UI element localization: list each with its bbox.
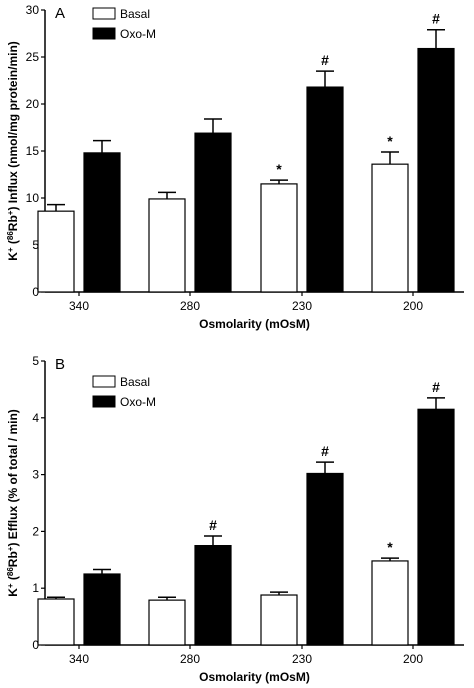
chart-panel-B: 0 1 2 3 4 5 340 280 #230 #200 * # Osmolarity (mOsM) K… xyxy=(6,354,464,684)
y-tick-label: 3 xyxy=(32,468,39,482)
y-tick-label: 0 xyxy=(32,638,39,652)
bar-oxo-m-230 xyxy=(306,86,344,293)
legend: Basal Oxo-M xyxy=(92,375,156,409)
significance-mark: * xyxy=(276,161,282,177)
significance-mark: # xyxy=(432,11,440,27)
significance-mark: # xyxy=(209,517,217,533)
y-axis-label-part: K xyxy=(6,252,20,261)
x-tick-label: 280 xyxy=(180,299,200,313)
y-axis-label-part: Rb xyxy=(6,551,20,567)
significance-mark: * xyxy=(387,133,393,149)
y-tick-label: 0 xyxy=(32,285,39,299)
significance-mark: # xyxy=(432,379,440,395)
y-axis-label-superscript: 86 xyxy=(6,231,15,240)
y-axis-label-part: ) Influx (nmol/mg protein/min) xyxy=(6,41,20,210)
legend-label: Basal xyxy=(120,375,150,389)
bar-basal-280 xyxy=(148,198,186,293)
y-tick-label: 1 xyxy=(32,581,39,595)
bar-oxo-m-280 xyxy=(194,544,232,646)
panel-label: A xyxy=(55,5,65,22)
x-tick-label: 200 xyxy=(403,652,423,666)
legend-swatch-oxo-m xyxy=(92,27,116,40)
bar-oxo-m-230 xyxy=(306,472,344,646)
y-tick-label: 5 xyxy=(32,354,39,368)
legend-swatch-basal xyxy=(92,375,116,388)
bar-basal-340 xyxy=(37,210,75,293)
y-axis-label-part: Rb xyxy=(6,215,20,231)
y-tick-label: 2 xyxy=(32,524,39,538)
y-tick-label: 15 xyxy=(26,144,40,158)
significance-mark: # xyxy=(321,443,329,459)
x-axis-label: Osmolarity (mOsM) xyxy=(199,317,310,331)
y-axis-label-superscript: + xyxy=(6,210,15,215)
bar-basal-200 xyxy=(371,163,409,293)
bar-basal-230 xyxy=(260,594,298,646)
y-tick-label: 25 xyxy=(26,50,40,64)
bar-oxo-m-340 xyxy=(83,152,121,293)
x-axis-label: Osmolarity (mOsM) xyxy=(199,670,310,684)
legend-swatch-oxo-m xyxy=(92,395,116,408)
y-axis-label-superscript: 86 xyxy=(6,567,15,576)
y-axis-label-part: ( xyxy=(6,576,20,583)
legend-label: Oxo-M xyxy=(120,27,156,41)
x-tick-label: 340 xyxy=(69,299,89,313)
legend-swatch-basal xyxy=(92,7,116,20)
x-tick-label: 230 xyxy=(292,299,312,313)
significance-mark: * xyxy=(387,539,393,555)
y-tick-label: 30 xyxy=(26,3,40,17)
y-axis-label-superscript: + xyxy=(6,247,15,252)
x-tick-label: 340 xyxy=(69,652,89,666)
y-axis-label-part: ( xyxy=(6,240,20,247)
bar-basal-200 xyxy=(371,560,409,646)
legend: Basal Oxo-M xyxy=(92,7,156,41)
bar-oxo-m-280 xyxy=(194,132,232,293)
x-tick-label: 280 xyxy=(180,652,200,666)
bar-oxo-m-200 xyxy=(417,408,455,646)
y-axis-label: K+ (86Rb+) Influx (nmol/mg protein/min) xyxy=(6,41,20,261)
bar-oxo-m-200 xyxy=(417,47,455,293)
x-tick-label: 200 xyxy=(403,299,423,313)
bar-basal-280 xyxy=(148,599,186,646)
chart-panel-A: 0 5 10 15 20 25 30 340 280 230 * #200 * # Osmolarity (… xyxy=(6,3,464,331)
x-tick-label: 230 xyxy=(292,652,312,666)
y-axis-label: K+ (86Rb+) Efflux (% of total / min) xyxy=(6,409,20,597)
panel-label: B xyxy=(55,356,65,373)
y-axis-label-superscript: + xyxy=(6,583,15,588)
y-tick-label: 20 xyxy=(26,97,40,111)
y-tick-label: 5 xyxy=(32,238,39,252)
y-axis-label-part: ) Efflux (% of total / min) xyxy=(6,409,20,546)
bar-basal-340 xyxy=(37,598,75,646)
significance-mark: # xyxy=(321,52,329,68)
legend-label: Oxo-M xyxy=(120,395,156,409)
bar-basal-230 xyxy=(260,183,298,293)
bar-oxo-m-340 xyxy=(83,573,121,646)
y-axis-label-superscript: + xyxy=(6,546,15,551)
legend-label: Basal xyxy=(120,7,150,21)
y-tick-label: 4 xyxy=(32,411,39,425)
y-axis-label-part: K xyxy=(6,588,20,597)
y-tick-label: 10 xyxy=(26,191,40,205)
